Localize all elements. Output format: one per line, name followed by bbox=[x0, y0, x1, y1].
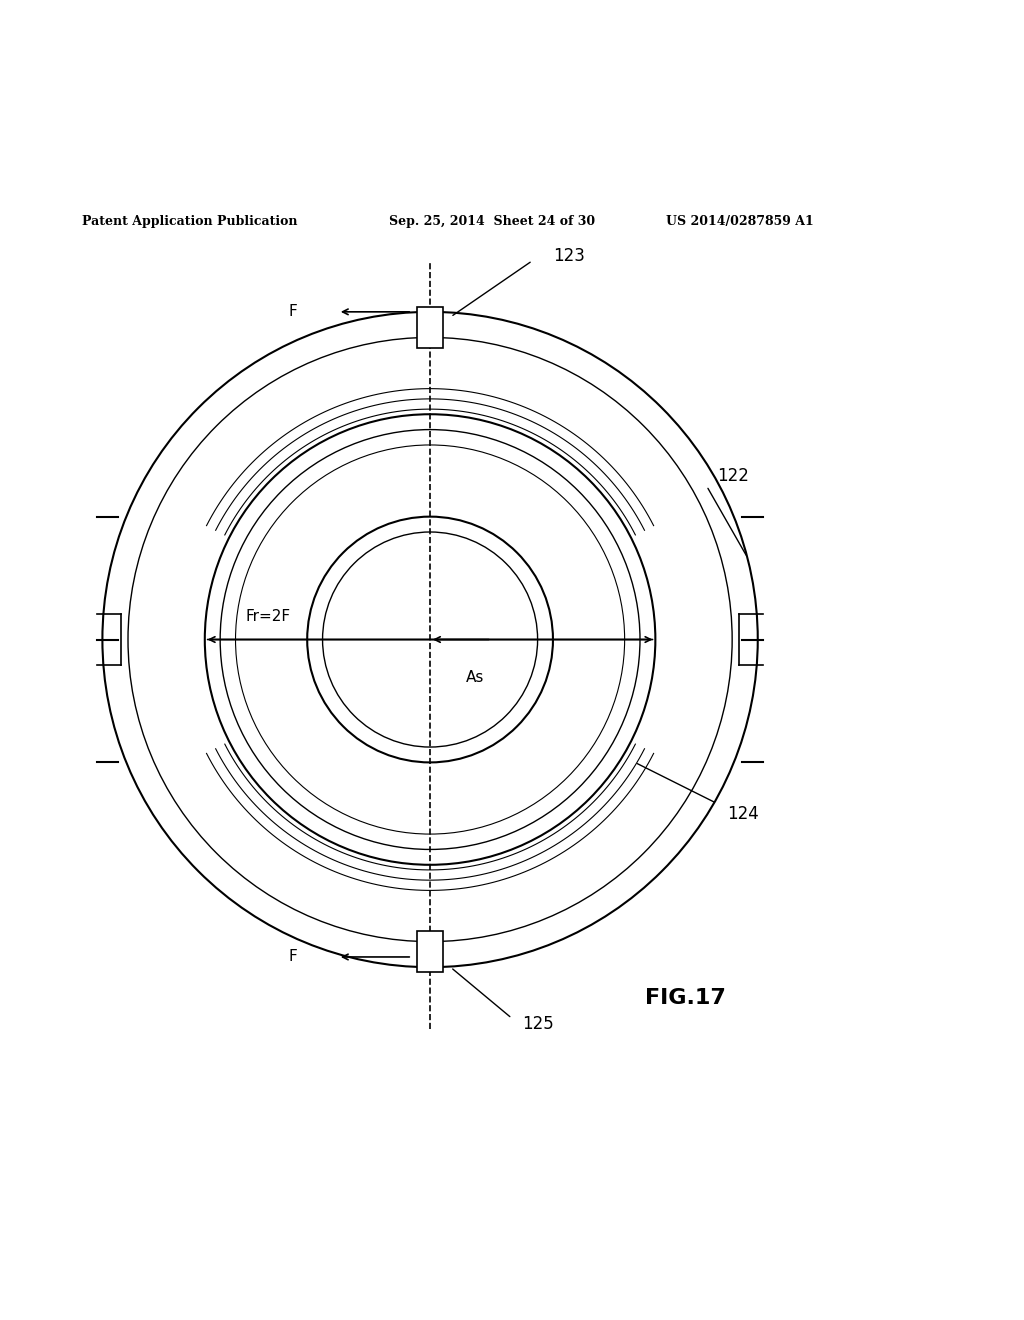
Text: F: F bbox=[288, 949, 297, 965]
Text: FIG.17: FIG.17 bbox=[645, 987, 726, 1008]
Bar bbox=[418, 932, 442, 973]
Text: 123: 123 bbox=[553, 247, 585, 264]
Bar bbox=[418, 306, 442, 347]
Text: US 2014/0287859 A1: US 2014/0287859 A1 bbox=[666, 215, 813, 227]
Text: Patent Application Publication: Patent Application Publication bbox=[82, 215, 297, 227]
Text: 122: 122 bbox=[717, 467, 749, 484]
Text: Sep. 25, 2014  Sheet 24 of 30: Sep. 25, 2014 Sheet 24 of 30 bbox=[389, 215, 595, 227]
Text: Fr=2F: Fr=2F bbox=[246, 609, 291, 624]
Text: As: As bbox=[466, 671, 484, 685]
Text: F: F bbox=[288, 305, 297, 319]
Text: 124: 124 bbox=[727, 805, 759, 822]
Text: 125: 125 bbox=[522, 1015, 554, 1032]
